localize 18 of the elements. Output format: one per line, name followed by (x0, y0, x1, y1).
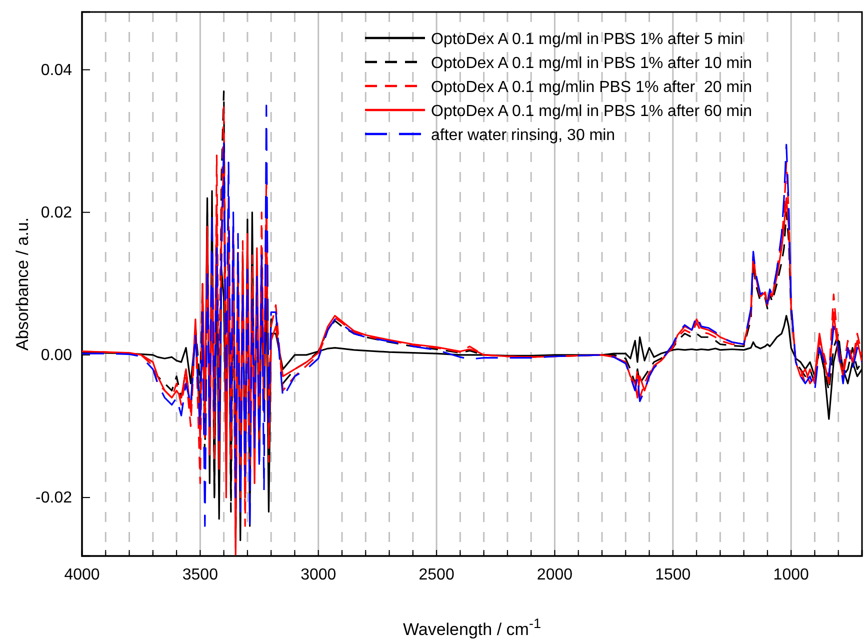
legend-label: after water rinsing, 30 min (431, 127, 616, 144)
legend-label: OptoDex A 0.1 mg/ml in PBS 1% after 10 min (431, 55, 752, 72)
y-tick-label: 0.00 (40, 347, 72, 364)
y-tick-label: 0.02 (40, 204, 72, 222)
x-tick-label: 4000 (64, 566, 100, 584)
y-tick-label: -0.02 (36, 490, 72, 507)
x-tick-label: 3500 (182, 566, 218, 584)
legend-label: OptoDex A 0.1 mg/ml in PBS 1% after 60 min (431, 103, 752, 120)
legend-label: OptoDex A 0.1 mg/mlin PBS 1% after 20 min (431, 79, 752, 96)
y-axis-title: Absorbance / a.u. (13, 217, 32, 351)
x-tick-label: 1000 (773, 566, 809, 584)
x-axis-title: Wavelength / cm$^{-1}$ (402, 616, 542, 639)
x-tick-label: 1500 (655, 566, 691, 584)
x-tick-label: 3000 (300, 566, 336, 584)
x-tick-label: 2500 (418, 566, 454, 584)
x-tick-label: 2000 (536, 566, 573, 584)
y-tick-label: 0.04 (40, 62, 72, 79)
legend-label: OptoDex A 0.1 mg/ml in PBS 1% after 5 min (431, 31, 744, 48)
